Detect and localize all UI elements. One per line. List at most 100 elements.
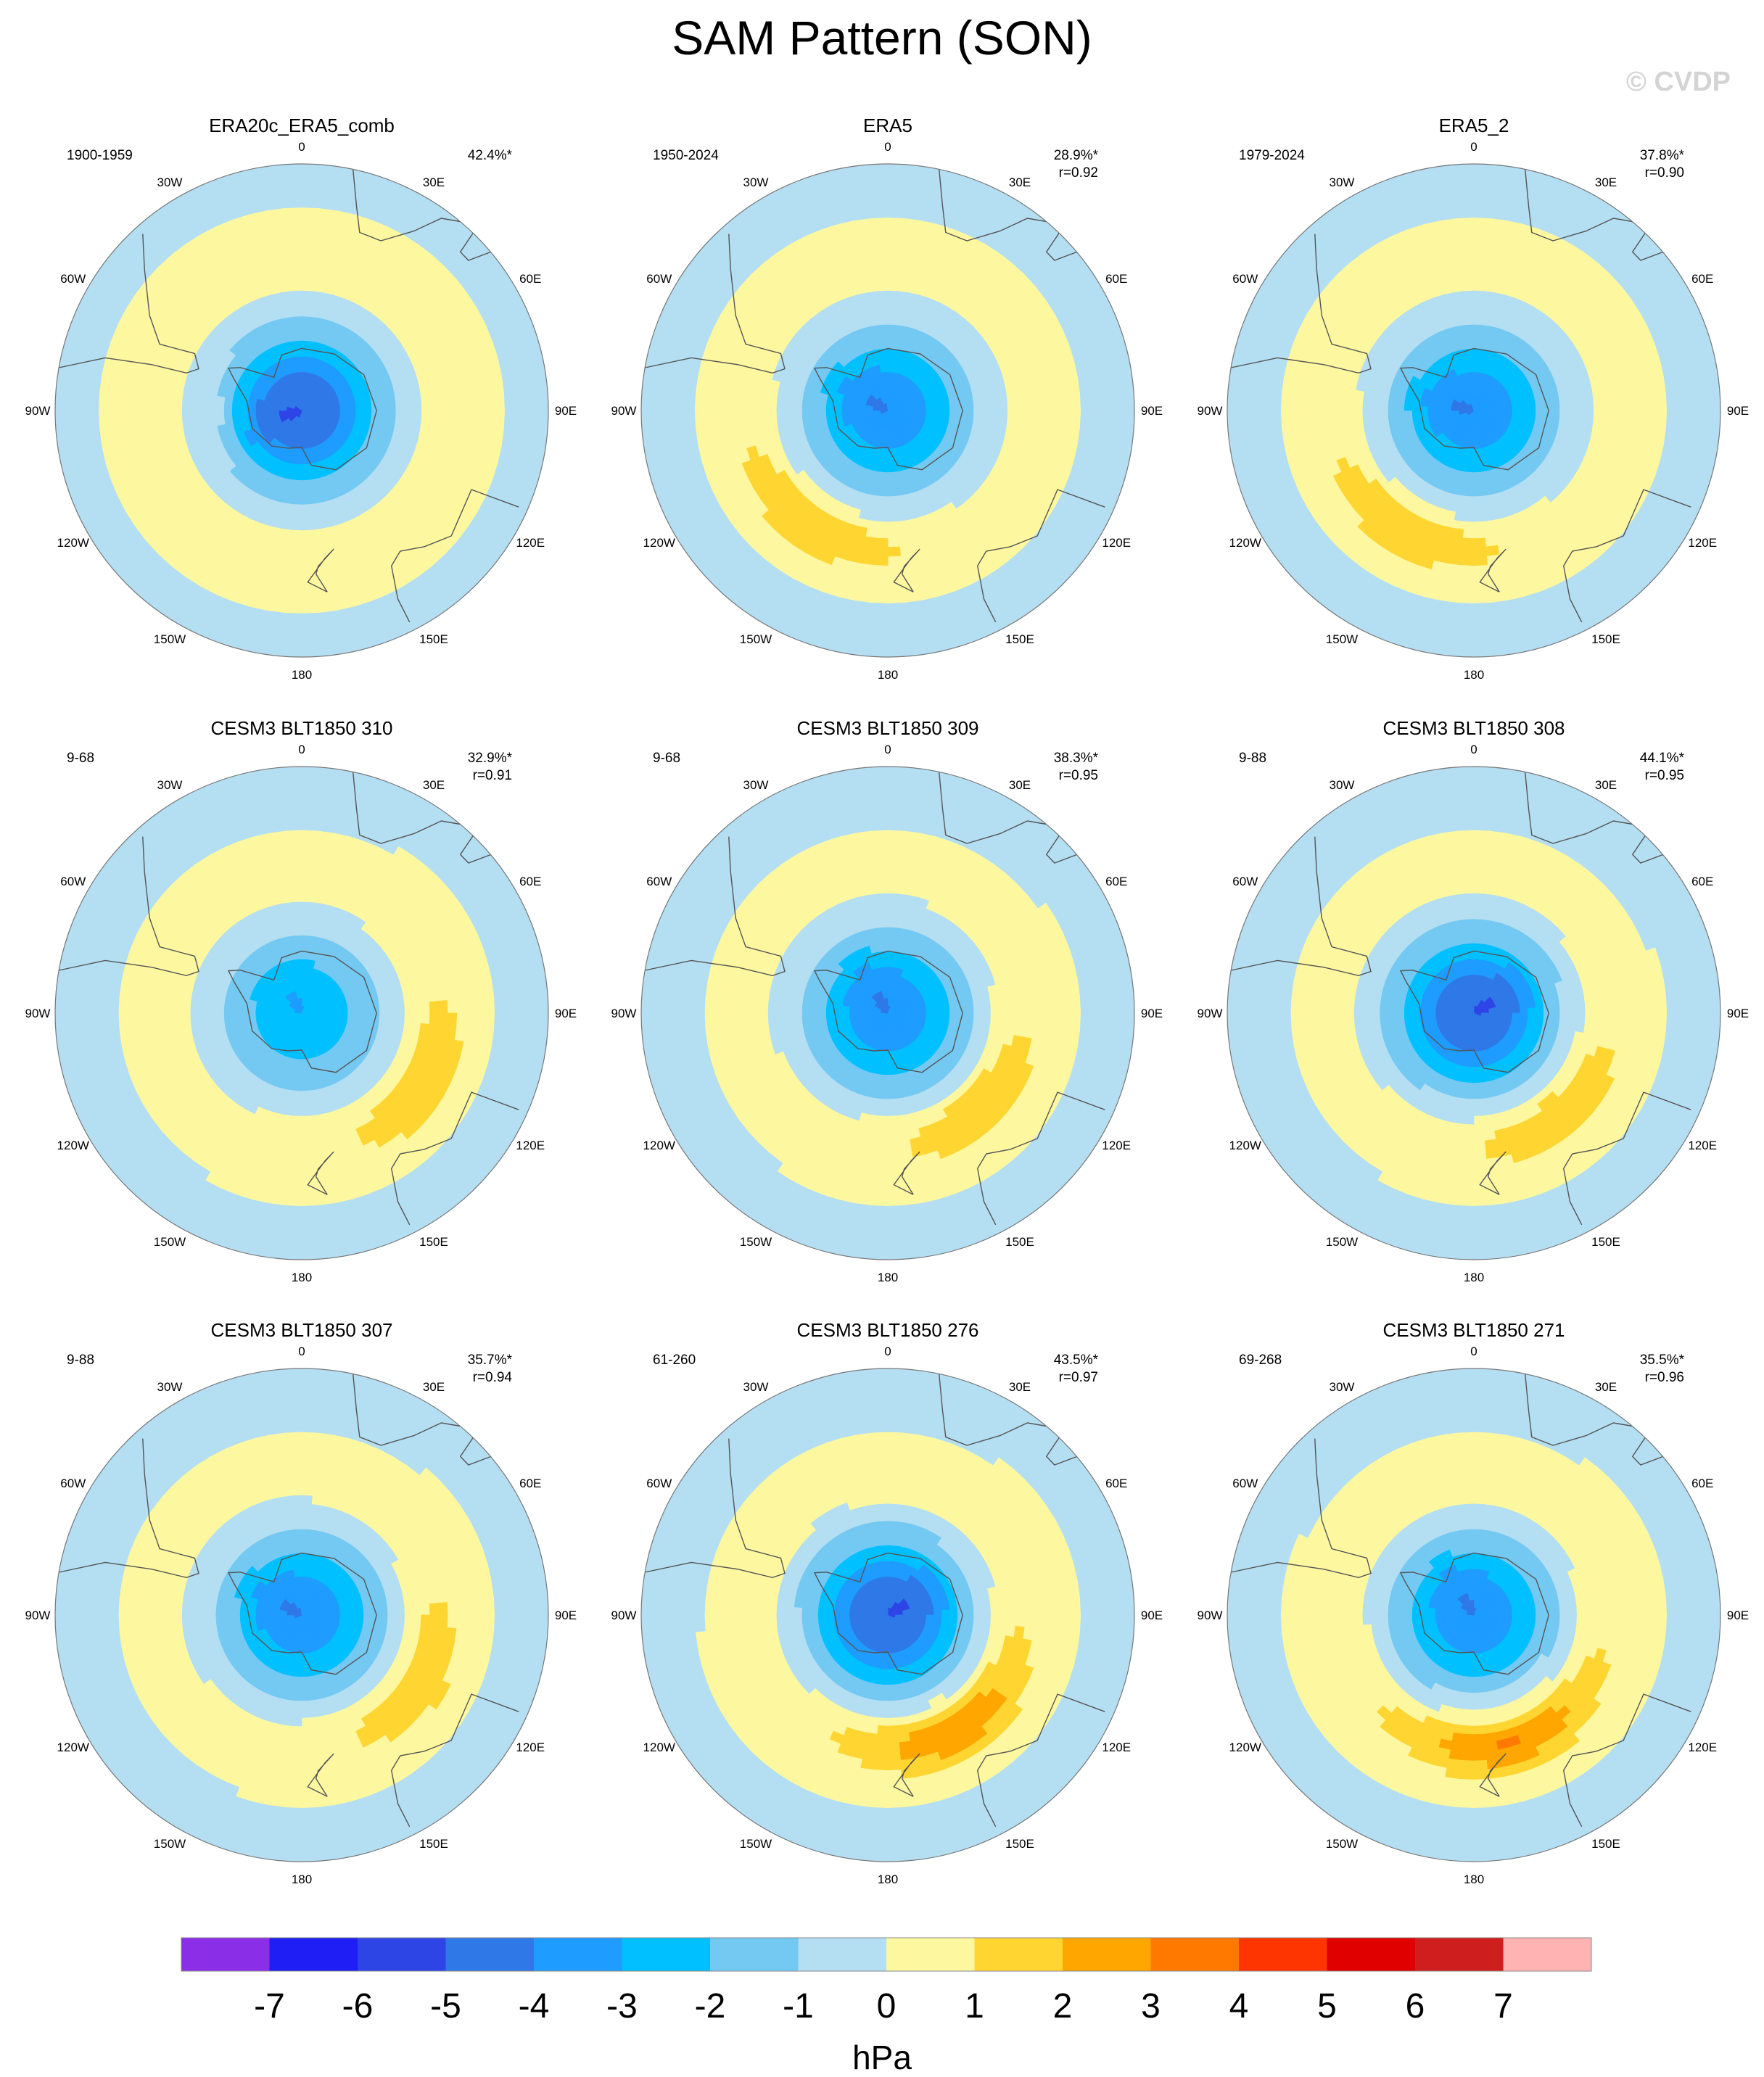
lon-label: 120E bbox=[1102, 536, 1131, 550]
field-cell bbox=[1411, 410, 1420, 416]
field-cell bbox=[1469, 363, 1475, 373]
field-cell bbox=[887, 495, 897, 505]
lon-label: 120E bbox=[516, 536, 545, 550]
field-cell bbox=[887, 471, 894, 482]
field-cell bbox=[503, 391, 516, 411]
field-cell bbox=[321, 517, 334, 529]
slp-field bbox=[55, 164, 548, 657]
field-cell bbox=[867, 633, 889, 646]
field-cell bbox=[887, 164, 910, 177]
map-panel: 030E60E90E120E150E180150W120W90W60W30WCE… bbox=[25, 717, 577, 1284]
field-cell bbox=[865, 164, 889, 177]
field-cell bbox=[362, 397, 372, 405]
lon-label: 90E bbox=[1727, 404, 1749, 418]
lon-label: 90E bbox=[555, 404, 577, 418]
field-cell bbox=[301, 479, 309, 490]
field-cell bbox=[1453, 175, 1475, 188]
field-cell bbox=[301, 339, 308, 350]
field-cell bbox=[1551, 410, 1561, 418]
field-cell bbox=[663, 390, 675, 411]
field-cell bbox=[301, 521, 313, 531]
field-cell bbox=[293, 495, 302, 505]
field-cell bbox=[1665, 410, 1678, 429]
field-cell bbox=[965, 402, 975, 411]
field-cell bbox=[926, 405, 935, 411]
coastline-antarctica bbox=[227, 347, 377, 471]
field-cell bbox=[1479, 471, 1487, 481]
lon-label: 90W bbox=[25, 404, 51, 418]
field-cell bbox=[1697, 410, 1710, 431]
field-cell bbox=[1697, 389, 1710, 411]
lon-label: 60W bbox=[60, 272, 86, 286]
field-cell bbox=[363, 404, 373, 411]
field-cell bbox=[1395, 403, 1405, 411]
field-cell bbox=[887, 323, 896, 334]
field-cell bbox=[181, 410, 191, 421]
field-cell bbox=[673, 391, 686, 411]
panel-title: ERA5_2 bbox=[1439, 115, 1509, 136]
field-cell bbox=[1388, 416, 1398, 426]
field-cell bbox=[291, 521, 302, 531]
field-cell bbox=[301, 433, 305, 442]
field-cell bbox=[997, 389, 1007, 402]
field-cell bbox=[301, 1036, 305, 1044]
field-cell bbox=[1473, 315, 1483, 326]
field-cell bbox=[281, 300, 294, 310]
field-cell bbox=[1473, 602, 1492, 614]
field-cell bbox=[941, 405, 951, 411]
field-cell bbox=[1686, 410, 1699, 431]
field-cell bbox=[905, 509, 918, 521]
field-cell bbox=[301, 487, 310, 497]
field-cell bbox=[1574, 418, 1585, 431]
panel-period: 1950-2024 bbox=[653, 148, 719, 163]
field-cell bbox=[1676, 391, 1689, 411]
field-cell bbox=[857, 410, 865, 414]
field-cell bbox=[1535, 410, 1545, 417]
field-cell bbox=[1584, 400, 1594, 411]
field-cell bbox=[1465, 495, 1475, 505]
field-cell bbox=[301, 315, 310, 326]
field-cell bbox=[873, 332, 883, 342]
field-cell bbox=[1100, 390, 1113, 411]
field-cell bbox=[1363, 390, 1374, 402]
field-cell bbox=[1100, 410, 1113, 431]
field-cell bbox=[896, 300, 908, 310]
field-cell bbox=[998, 410, 1008, 421]
coastline-australia bbox=[390, 489, 519, 623]
field-cell bbox=[881, 331, 889, 342]
field-cell bbox=[408, 379, 420, 392]
field-cell bbox=[87, 410, 100, 430]
field-cell bbox=[1121, 410, 1134, 433]
field-cell bbox=[301, 504, 311, 513]
field-cell bbox=[281, 175, 302, 188]
field-cell bbox=[875, 537, 889, 548]
field-cell bbox=[1473, 175, 1495, 188]
field-cell bbox=[1238, 410, 1251, 431]
field-cell bbox=[1520, 405, 1529, 411]
field-cell bbox=[1473, 164, 1497, 165]
field-cell bbox=[988, 390, 999, 402]
field-cell bbox=[294, 331, 302, 342]
field-cell bbox=[870, 315, 881, 326]
field-cell bbox=[291, 290, 302, 300]
field-cell bbox=[301, 331, 309, 342]
field-cell bbox=[207, 402, 217, 411]
field-cell bbox=[1485, 545, 1500, 556]
field-cell bbox=[301, 323, 310, 334]
field-cell bbox=[1467, 479, 1475, 490]
field-cell bbox=[301, 656, 325, 657]
field-cell bbox=[281, 623, 302, 635]
map-border bbox=[54, 163, 549, 658]
field-cell bbox=[286, 324, 296, 334]
field-cell bbox=[1249, 390, 1261, 411]
field-cell bbox=[893, 471, 901, 481]
field-cell bbox=[894, 487, 904, 497]
field-cell bbox=[301, 456, 307, 466]
coastline-madagascar bbox=[459, 233, 491, 261]
field-cell bbox=[897, 291, 910, 302]
field-cell bbox=[524, 389, 537, 411]
field-cell bbox=[1473, 433, 1477, 442]
field-cell bbox=[870, 602, 889, 614]
field-cell bbox=[1371, 418, 1382, 429]
field-cell bbox=[1473, 186, 1494, 198]
